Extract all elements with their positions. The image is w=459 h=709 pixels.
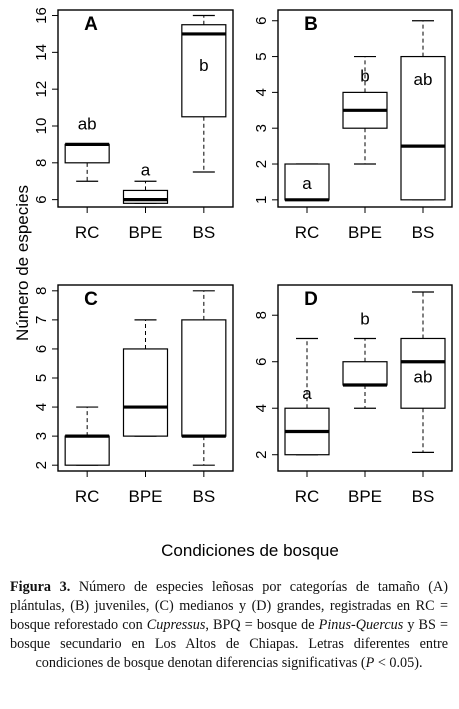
- iqr-box: [284, 163, 330, 201]
- y-tick-label: 2: [253, 160, 270, 168]
- panel-label: C: [84, 289, 98, 310]
- significance-letter: a: [302, 384, 312, 403]
- panel-b: B 1 2 3 4 5 6 RC BPE BS: [253, 9, 453, 242]
- box-rc: [284, 163, 330, 202]
- iqr-box: [342, 361, 388, 386]
- caption-text-3: y BS = bosque secundario en Los Altos de…: [10, 617, 449, 671]
- iqr-box: [122, 189, 169, 204]
- y-tick-label: 14: [33, 44, 50, 61]
- box-bs: [400, 291, 446, 453]
- iqr-box: [64, 435, 110, 466]
- y-tick-label: 4: [33, 403, 50, 411]
- box-bpe: [122, 180, 169, 204]
- iqr-box: [122, 348, 169, 437]
- x-tick-label-bs: BS: [192, 487, 215, 506]
- figure-caption: Figura 3. Número de especies leñosas por…: [10, 578, 448, 673]
- y-tick-label: 3: [33, 432, 50, 440]
- y-tick-label: 12: [33, 81, 50, 98]
- box-bpe: [342, 55, 388, 165]
- panel-c: C 2 3 4 5 6 7 8 RC BPE BS: [33, 284, 234, 506]
- iqr-box: [64, 143, 110, 164]
- significance-letter: ab: [414, 70, 433, 89]
- panel-label: B: [304, 14, 318, 35]
- y-tick-label: 6: [253, 358, 270, 366]
- y-axis-label: Número de especies: [13, 185, 32, 341]
- iqr-box: [400, 337, 446, 409]
- iqr-box: [400, 55, 446, 201]
- significance-letter: a: [302, 174, 312, 193]
- figure-panels: Número de especies Condiciones de bosque…: [13, 7, 453, 560]
- panel-a: A 6 8 10 12 14 16 RC BPE BS: [33, 7, 234, 242]
- x-tick-label-bpe: BPE: [128, 487, 162, 506]
- box-bpe: [342, 337, 388, 409]
- y-tick-label: 3: [253, 124, 270, 132]
- box-rc: [64, 142, 110, 182]
- y-tick-label: 8: [33, 159, 50, 167]
- x-tick-label-bs: BS: [192, 223, 215, 242]
- significance-letter: b: [199, 56, 208, 75]
- x-tick-label-rc: RC: [75, 487, 100, 506]
- panel-d: D 2 4 6 8 RC BPE BS: [253, 284, 453, 506]
- y-tick-label: 2: [253, 451, 270, 459]
- panel-label: D: [304, 289, 318, 310]
- significance-letter: ab: [414, 368, 433, 387]
- significance-letter: b: [360, 67, 369, 86]
- iqr-box: [181, 319, 227, 437]
- x-tick-label-rc: RC: [75, 223, 100, 242]
- caption-text-1: Número de especies leñosas por categoría…: [10, 579, 448, 633]
- y-tick-label: 6: [253, 17, 270, 25]
- y-tick-label: 10: [33, 118, 50, 135]
- caption-figure-label: Figura 3.: [10, 579, 71, 595]
- y-tick-label: 5: [33, 374, 50, 382]
- x-tick-label-bpe: BPE: [348, 223, 382, 242]
- box-rc: [64, 406, 110, 466]
- y-tick-label: 7: [33, 316, 50, 324]
- x-tick-label-rc: RC: [295, 223, 320, 242]
- y-tick-label: 16: [33, 7, 50, 24]
- caption-text-2: , BPQ = bosque de: [205, 617, 319, 633]
- y-tick-label: 6: [33, 195, 50, 203]
- x-tick-label-bs: BS: [412, 223, 435, 242]
- y-tick-label: 5: [253, 52, 270, 60]
- box-bs: [181, 14, 227, 173]
- caption-text-4: < 0.05).: [374, 655, 423, 671]
- box-bs: [181, 290, 227, 466]
- y-tick-label: 8: [253, 311, 270, 319]
- x-axis-label: Condiciones de bosque: [161, 541, 339, 560]
- significance-letter: a: [141, 161, 151, 180]
- y-tick-label: 8: [33, 287, 50, 295]
- box-bs: [400, 20, 446, 201]
- y-tick-label: 1: [253, 196, 270, 204]
- significance-letter: ab: [78, 115, 97, 134]
- y-tick-label: 4: [253, 404, 270, 412]
- x-tick-label-rc: RC: [295, 487, 320, 506]
- iqr-box: [181, 24, 227, 118]
- box-bpe: [122, 319, 169, 437]
- y-tick-label: 4: [253, 88, 270, 96]
- x-tick-label-bs: BS: [412, 487, 435, 506]
- x-tick-label-bpe: BPE: [128, 223, 162, 242]
- y-tick-label: 2: [33, 461, 50, 469]
- caption-p-symbol: P: [365, 655, 375, 671]
- box-rc: [284, 337, 330, 456]
- significance-letter: b: [360, 310, 369, 329]
- x-tick-label-bpe: BPE: [348, 487, 382, 506]
- panel-label: A: [84, 14, 98, 35]
- caption-genus-pinus-quercus: Pinus-Quercus: [318, 617, 404, 633]
- caption-genus-cupressus: Cupressus: [146, 617, 206, 633]
- y-tick-label: 6: [33, 345, 50, 353]
